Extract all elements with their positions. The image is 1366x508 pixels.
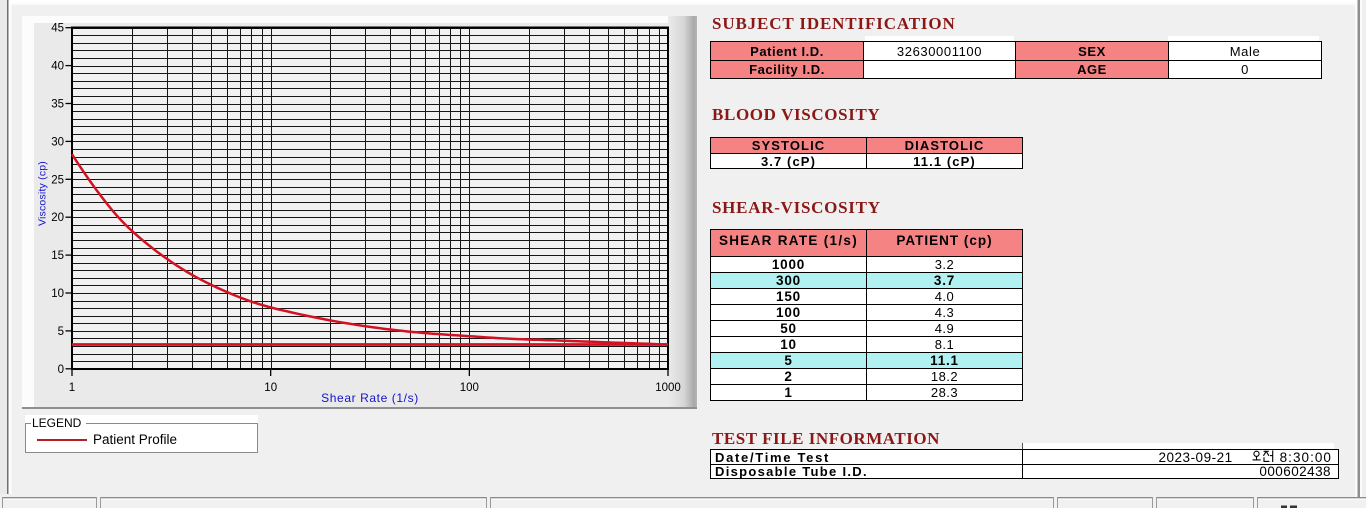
svg-text:45: 45 — [51, 23, 64, 35]
svg-text:100: 100 — [460, 382, 479, 394]
svg-text:25: 25 — [51, 174, 64, 186]
svg-text:1000: 1000 — [655, 382, 681, 394]
svg-text:35: 35 — [51, 99, 64, 111]
svg-text:Shear Rate (1/s): Shear Rate (1/s) — [321, 391, 419, 405]
svg-text:Viscosity (cp): Viscosity (cp) — [37, 161, 49, 226]
svg-text:1: 1 — [69, 382, 75, 394]
svg-text:20: 20 — [51, 212, 64, 224]
svg-text:15: 15 — [51, 250, 64, 262]
svg-text:0: 0 — [58, 364, 64, 376]
svg-text:10: 10 — [51, 288, 64, 300]
svg-text:5: 5 — [58, 326, 64, 338]
svg-text:40: 40 — [51, 61, 64, 73]
svg-text:30: 30 — [51, 136, 64, 148]
svg-text:10: 10 — [264, 382, 277, 394]
